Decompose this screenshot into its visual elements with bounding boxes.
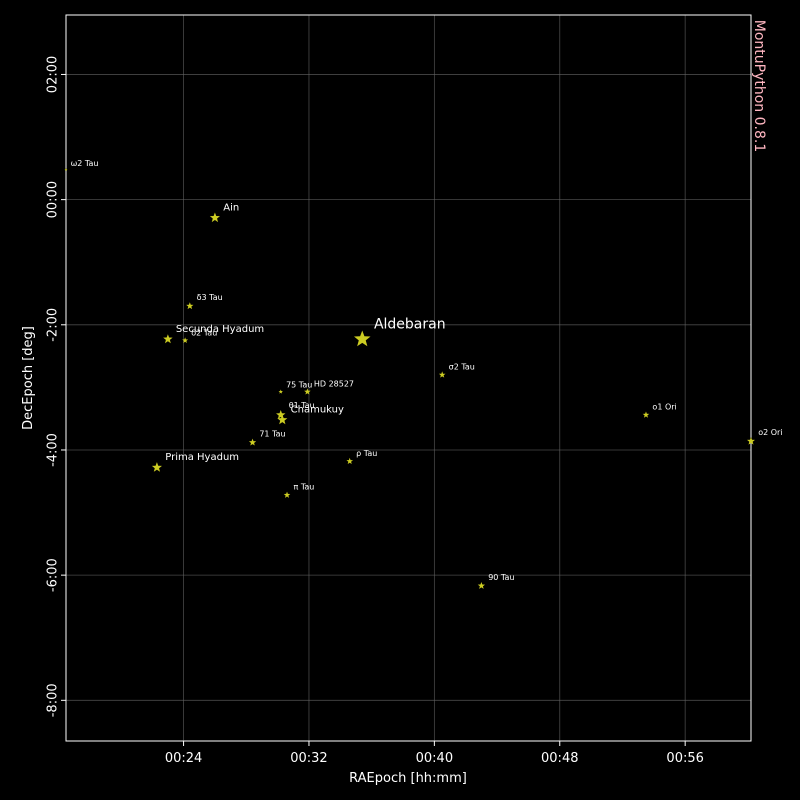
star-marker	[477, 581, 486, 589]
star-label: ω2 Tau	[71, 159, 99, 168]
y-tick-label: -6:00	[46, 558, 61, 592]
star-label: HD 28527	[314, 379, 354, 388]
y-tick-label: 02:00	[46, 56, 61, 93]
star-label: ο1 Ori	[652, 402, 676, 411]
grid-lines	[66, 15, 751, 741]
x-tick-label: 00:32	[290, 751, 327, 766]
y-tick-label: 00:00	[46, 181, 61, 218]
y-tick-label: -2:00	[46, 308, 61, 342]
axis-ticks: 00:24 00:32 00:40 00:48 00:56 02:00 00:00 -2:00…	[46, 56, 704, 766]
star-marker	[276, 409, 286, 419]
star-label: δ2 Tau	[191, 328, 217, 337]
x-tick-label: 00:40	[416, 751, 453, 766]
star-marker	[151, 462, 162, 472]
star-label: π Tau	[293, 483, 314, 492]
star-marker	[353, 330, 371, 347]
plot-frame	[65, 14, 752, 742]
star-marker	[438, 371, 446, 378]
x-tick-label: 00:56	[666, 751, 703, 766]
star-marker	[186, 302, 194, 310]
y-tick-label: -8:00	[46, 683, 61, 717]
x-axis-label: RAEpoch [hh:mm]	[349, 771, 467, 786]
star-label: 75 Tau	[286, 380, 312, 389]
star-marker	[278, 389, 283, 394]
star-label: 71 Tau	[259, 430, 285, 439]
star-marker	[346, 457, 353, 465]
star-label: Prima Hyadum	[165, 452, 239, 463]
star-marker	[277, 414, 288, 425]
star-marker	[283, 491, 291, 498]
stars	[64, 168, 755, 589]
star-marker	[209, 212, 220, 223]
star-label: ρ Tau	[356, 449, 377, 458]
star-marker	[182, 337, 189, 343]
watermark-text: MontuPython 0.8.1	[751, 20, 767, 152]
star-marker	[163, 334, 173, 344]
star-marker	[642, 411, 650, 418]
star-label: δ3 Tau	[197, 293, 223, 302]
y-axis-label: DecEpoch [deg]	[21, 326, 36, 430]
y-tick-label: -4:00	[46, 433, 61, 467]
star-label: ο2 Ori	[758, 428, 782, 437]
star-label: Aldebaran	[374, 316, 446, 332]
x-tick-label: 00:48	[541, 751, 578, 766]
star-marker	[304, 388, 311, 395]
star-marker	[248, 438, 257, 446]
star-label: Secunda Hyadum	[176, 324, 264, 335]
star-label: 90 Tau	[488, 573, 514, 582]
star-marker	[747, 437, 755, 445]
star-label: σ2 Tau	[449, 362, 475, 371]
star-label: Chamukuy	[291, 405, 344, 416]
star-label: θ1 Tau	[289, 401, 315, 410]
x-tick-label: 00:24	[165, 751, 202, 766]
star-label: Ain	[223, 202, 239, 213]
star-marker	[64, 168, 68, 171]
